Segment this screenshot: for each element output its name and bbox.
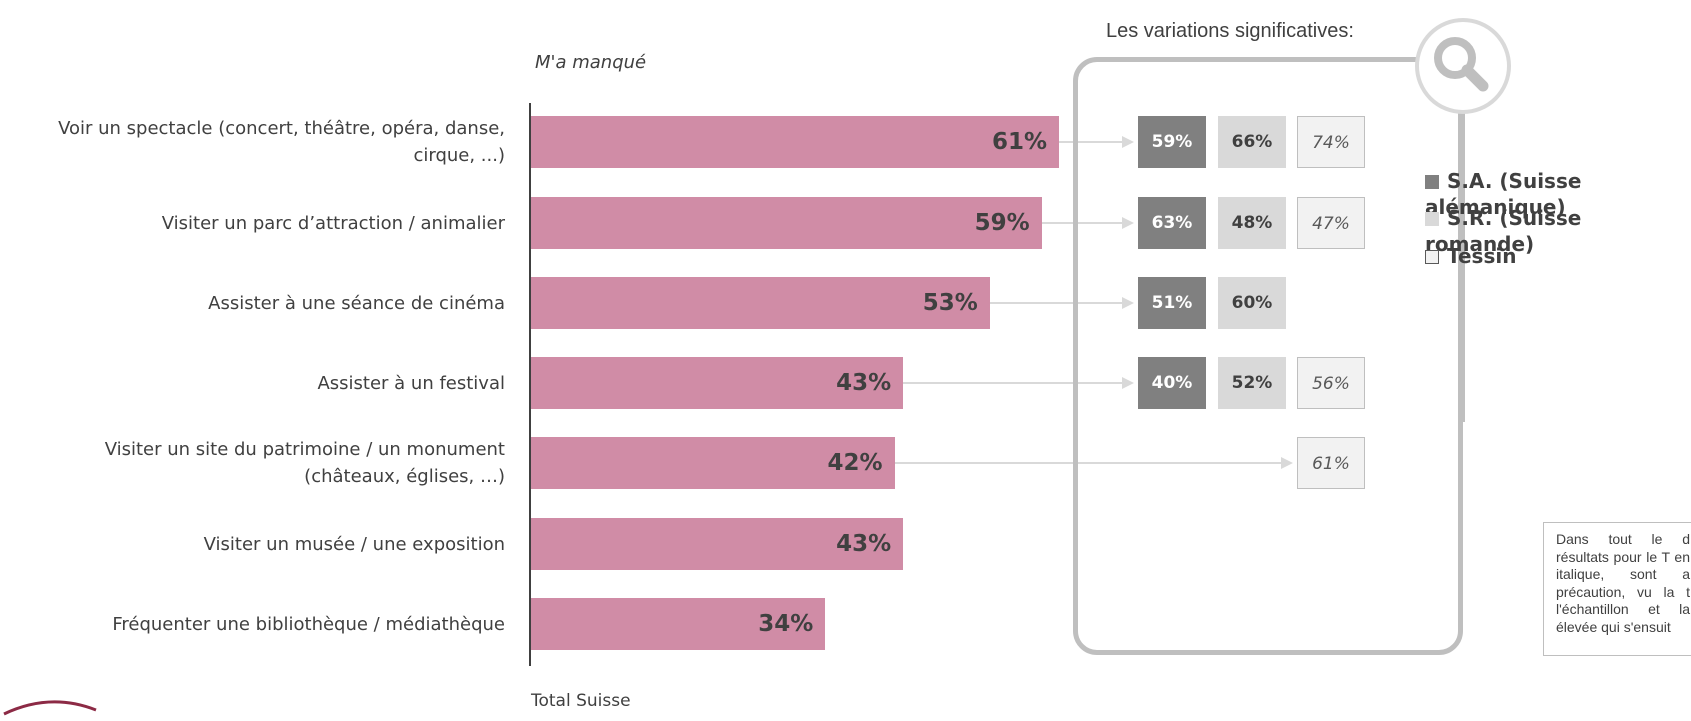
bar-value-label: 42% xyxy=(827,450,883,476)
region-value-ti: 74% xyxy=(1297,116,1365,168)
connector-arrow-icon xyxy=(1281,457,1293,469)
bar-value-label: 61% xyxy=(991,129,1047,155)
legend-item: S.R. (Suisse romande) xyxy=(1425,205,1691,256)
bar-value-label: 43% xyxy=(836,531,892,557)
category-label: Visiter un site du patrimoine / un monum… xyxy=(104,439,505,487)
category-label: Visiter un musée / une exposition xyxy=(203,533,505,555)
region-value-ti: 47% xyxy=(1297,197,1365,249)
region-value-sr: 66% xyxy=(1218,116,1286,168)
legend-label: S.A. (Suisse alémanique) xyxy=(1425,169,1582,219)
bar xyxy=(531,518,904,570)
y-axis-line xyxy=(529,103,531,666)
category-label: Voir un spectacle (concert, théâtre, opé… xyxy=(58,118,505,166)
bar xyxy=(531,598,826,650)
connector-line xyxy=(1059,141,1122,143)
region-value-sr: 60% xyxy=(1218,277,1286,329)
legend-label: Tessin xyxy=(1447,244,1517,268)
category-label: Fréquenter une bibliothèque / médiathèqu… xyxy=(112,613,505,635)
region-value-ti: 61% xyxy=(1297,437,1365,489)
magnifier-icon xyxy=(1415,18,1511,114)
series-label: M'a manqué xyxy=(535,52,647,73)
bar xyxy=(531,116,1059,168)
legend-item: S.A. (Suisse alémanique) xyxy=(1425,168,1691,219)
connector-arrow-icon xyxy=(1122,377,1134,389)
region-value-sr: 52% xyxy=(1218,357,1286,409)
panel-stem xyxy=(1460,112,1465,422)
region-value-sr: 48% xyxy=(1218,197,1286,249)
category-label: Visiter un parc d’attraction / animalier xyxy=(161,212,505,234)
bar-value-label: 43% xyxy=(836,370,892,396)
connector-arrow-icon xyxy=(1122,217,1134,229)
bar xyxy=(531,277,990,329)
legend-label: S.R. (Suisse romande) xyxy=(1425,206,1582,256)
legend-swatch xyxy=(1425,250,1439,264)
region-value-sa: 40% xyxy=(1138,357,1206,409)
bar xyxy=(531,437,895,489)
bar-value-label: 59% xyxy=(974,210,1030,236)
category-label: Assister à un festival xyxy=(317,372,505,394)
bar-value-label: 34% xyxy=(758,611,814,637)
region-value-sa: 63% xyxy=(1138,197,1206,249)
x-axis-label: Total Suisse xyxy=(531,691,631,711)
region-value-sa: 59% xyxy=(1138,116,1206,168)
region-value-sa: 51% xyxy=(1138,277,1206,329)
connector-arrow-icon xyxy=(1122,297,1134,309)
magnifier-glyph xyxy=(1434,37,1489,92)
bar xyxy=(531,197,1042,249)
connector-arrow-icon xyxy=(1122,136,1134,148)
region-value-ti: 56% xyxy=(1297,357,1365,409)
category-label: Assister à une séance de cinéma xyxy=(208,292,505,314)
footnote-box: Dans tout le d résultats pour le T en it… xyxy=(1543,522,1691,656)
connector-line xyxy=(894,462,1281,464)
connector-line xyxy=(989,302,1122,304)
logo-swoosh xyxy=(0,696,110,721)
panel-title: Les variations significatives: xyxy=(1102,20,1358,43)
bar xyxy=(531,357,904,409)
bar-value-label: 53% xyxy=(922,290,978,316)
connector-line xyxy=(1041,222,1122,224)
legend-swatch xyxy=(1425,175,1439,189)
connector-line xyxy=(903,382,1122,384)
legend-swatch xyxy=(1425,212,1439,226)
legend-item: Tessin xyxy=(1425,243,1516,269)
